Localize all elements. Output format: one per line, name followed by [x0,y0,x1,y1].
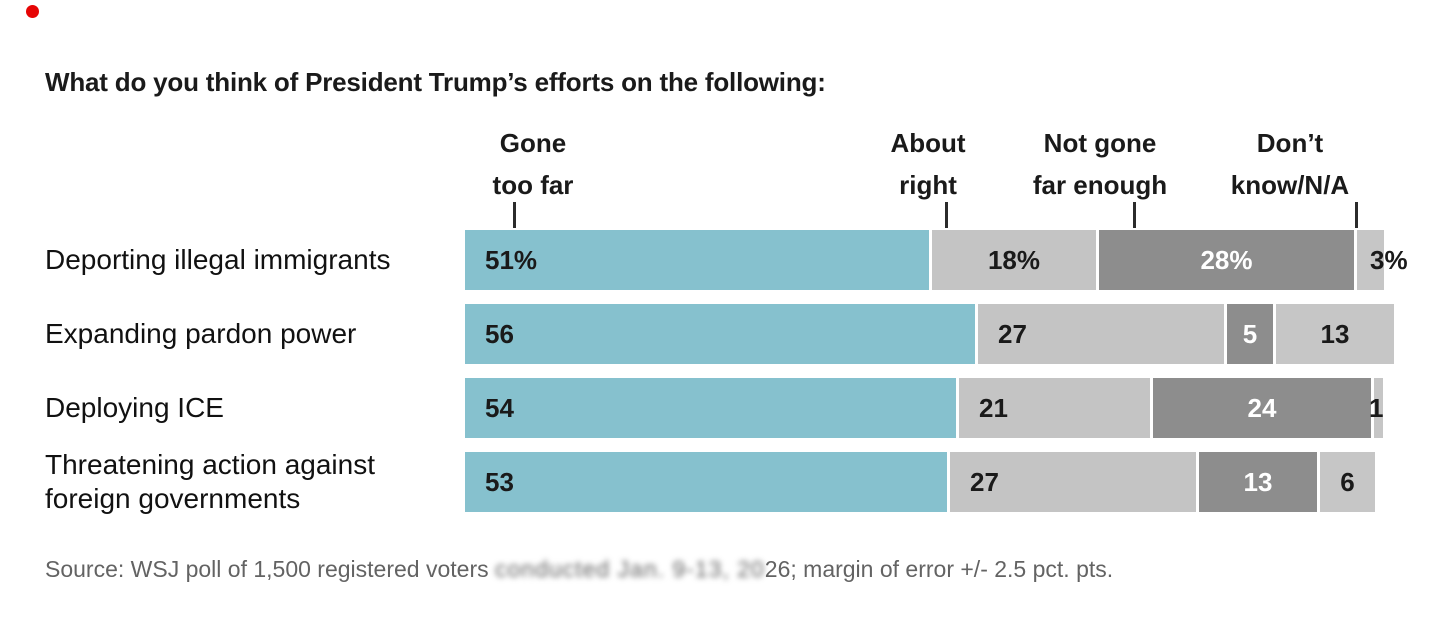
value-label: 53 [485,466,514,497]
column-header-line1: Don’t [1256,128,1324,158]
column-header-1: Gone too far [418,122,648,206]
bar-segment: 1 [1369,378,1383,438]
axis-tick [1133,202,1136,228]
bar-segment: 53 [465,452,947,512]
value-label: 27 [970,466,999,497]
stacked-bar: 54 21 24 1 [465,378,1383,438]
value-label: 13 [1243,466,1273,497]
stacked-bar: 56 27 5 13 [465,304,1394,364]
bar-segment: 27 [978,304,1224,364]
column-header-line2: right [899,170,957,200]
value-label: 27 [998,318,1027,349]
chart-row: Deploying ICE 54 21 24 1 [45,378,1425,438]
axis-tick [513,202,516,228]
axis-tick [945,202,948,228]
category-label: Expanding pardon power [45,318,357,349]
bar-segment: 28% [1099,230,1354,290]
red-dot-marker [26,5,39,18]
chart-row: Deporting illegal immigrants 51% 18% 28% 3% [45,230,1425,290]
bar-segment: 18% [932,230,1096,290]
bar-segment: 3% [1357,230,1408,290]
value-label: 54 [485,392,514,423]
value-label: 13 [1320,318,1350,349]
chart-row: Threatening action against foreign gover… [45,449,1425,514]
chart-title: What do you think of President Trump’s e… [45,67,826,98]
value-label: 21 [979,392,1008,423]
category-label: Deploying ICE [45,392,224,423]
source-note: Source: WSJ poll of 1,500 registered vot… [45,556,1113,583]
axis-tick [1355,202,1358,228]
chart-rows: Deporting illegal immigrants 51% 18% 28% 3% E… [45,230,1425,526]
category-label: Threatening action against foreign gover… [45,449,375,514]
bar-segment: 51% [465,230,929,290]
bar-segment: 13 [1276,304,1394,364]
value-label: 1 [1369,392,1384,423]
column-header-line1: Gone [499,128,567,158]
column-header-line2: far enough [1032,170,1168,200]
column-header-area: Gone too far About right Not gone far enough D… [465,0,1405,626]
stacked-bar: 51% 18% 28% 3% [465,230,1408,290]
column-header-4: Don’t know/N/A [1175,122,1405,206]
value-label: 28% [1200,244,1253,275]
column-header-2: About right [813,122,1043,206]
bar-segment: 56 [465,304,975,364]
column-header-line2: too far [492,170,574,200]
bar-segment: 6 [1320,452,1375,512]
column-header-line1: Not gone [1043,128,1157,158]
category-label: Deporting illegal immigrants [45,244,391,275]
value-label: 24 [1247,392,1277,423]
column-header-line2: know/N/A [1230,170,1350,200]
value-label: 5 [1242,318,1258,349]
value-label: 3% [1370,244,1408,275]
source-prefix: Source: WSJ poll of 1,500 registered vot… [45,556,495,582]
bar-segment: 27 [950,452,1196,512]
source-smeared-text: conducted Jan. 9-13, 20 [495,556,765,582]
column-header-3: Not gone far enough [985,122,1215,206]
column-header-line1: About [890,128,966,158]
stacked-bar: 53 27 13 6 [465,452,1375,512]
value-label: 18% [987,244,1041,275]
bar-segment: 21 [959,378,1150,438]
bar-segment: 54 [465,378,956,438]
value-label: 51% [485,244,538,275]
bar-segment: 24 [1153,378,1371,438]
value-label: 6 [1340,466,1355,497]
bar-segment: 5 [1227,304,1273,364]
bar-segment: 13 [1199,452,1317,512]
value-label: 56 [485,318,514,349]
source-suffix: 26; margin of error +/- 2.5 pct. pts. [764,556,1114,582]
chart-row: Expanding pardon power 56 27 5 13 [45,304,1425,364]
